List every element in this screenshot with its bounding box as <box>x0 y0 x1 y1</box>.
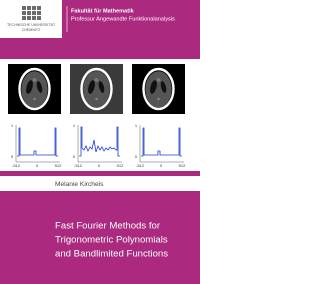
curve <box>141 127 182 157</box>
phantom <box>80 67 113 111</box>
x-tick-label: 0 <box>98 163 101 168</box>
logo-text: CHEMNITZ <box>22 28 41 32</box>
phantom <box>18 67 51 111</box>
y-tick-label: 1 <box>11 123 14 128</box>
figures: 1 0 -512 0 512 1 0 -512 0 512 1 0 -512 0 512 <box>8 64 186 168</box>
y-tick-label: 1 <box>135 123 138 128</box>
chair: Professur Angewandte Funktionalanalysis <box>71 16 175 22</box>
author: Melanie Kircheis <box>55 181 104 188</box>
x-tick-label: 0 <box>36 163 39 168</box>
plot: 1 0 -512 0 512 <box>135 123 186 168</box>
x-tick-label: 512 <box>179 163 186 168</box>
logo-mark <box>22 6 41 20</box>
curve <box>79 126 120 157</box>
book-cover: TECHNISCHE UNIVERSITÄT CHEMNITZ Fakultät… <box>0 0 200 284</box>
curve <box>17 127 58 157</box>
plot: 1 0 -512 0 512 <box>73 123 124 168</box>
y-tick-label: 0 <box>11 154 14 159</box>
y-tick-label: 0 <box>135 154 138 159</box>
phantom <box>142 67 175 111</box>
title-line: and Bandlimited Functions <box>55 249 168 260</box>
x-tick-label: 512 <box>117 163 124 168</box>
x-tick-label: -512 <box>12 163 21 168</box>
author-band <box>0 176 200 191</box>
y-tick-label: 0 <box>73 154 76 159</box>
x-tick-label: 512 <box>55 163 62 168</box>
plot: 1 0 -512 0 512 <box>11 123 62 168</box>
faculty: Fakultät für Mathematik <box>71 8 135 14</box>
y-tick-label: 1 <box>73 123 76 128</box>
x-tick-label: -512 <box>74 163 83 168</box>
x-tick-label: -512 <box>136 163 145 168</box>
title-line: Trigonometric Polynomials <box>55 235 168 246</box>
x-tick-label: 0 <box>160 163 163 168</box>
logo-text: TECHNISCHE UNIVERSITÄT <box>7 23 56 27</box>
title-line: Fast Fourier Methods for <box>55 221 161 232</box>
